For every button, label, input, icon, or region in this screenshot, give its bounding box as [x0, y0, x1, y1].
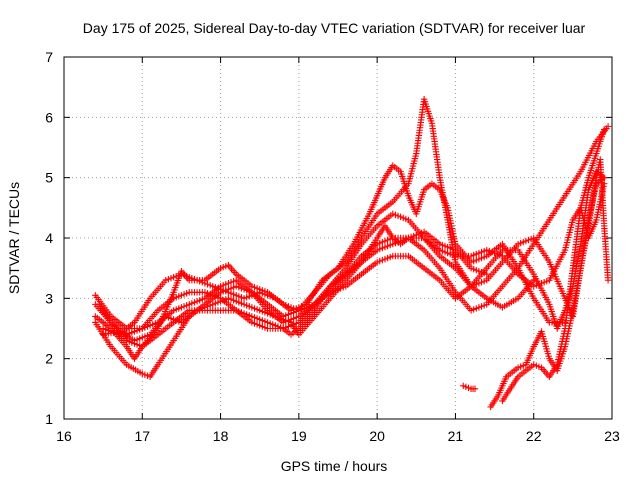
data-point-marker	[604, 123, 612, 130]
series-track-4	[96, 168, 608, 350]
data-point-marker	[530, 277, 537, 284]
x-tick-label: 20	[369, 428, 385, 444]
plot-frame	[63, 56, 613, 420]
y-tick-label: 4	[45, 230, 53, 246]
data-point-marker	[604, 277, 612, 284]
y-tick-label: 3	[45, 290, 53, 306]
data-point-marker	[600, 174, 608, 181]
y-tick-label: 1	[45, 411, 53, 427]
data-point-marker	[600, 180, 608, 187]
y-tick-label: 6	[45, 109, 53, 125]
data-point-marker	[600, 126, 608, 133]
series-track-7	[92, 210, 537, 362]
y-tick-label: 5	[45, 170, 53, 186]
x-tick-label: 19	[291, 428, 307, 444]
x-tick-label: 22	[526, 428, 542, 444]
series-track-2	[92, 96, 612, 380]
x-tick-label: 16	[56, 428, 72, 444]
x-tick-label: 17	[134, 428, 150, 444]
series-track-10	[499, 126, 608, 405]
data-series	[92, 96, 612, 411]
series-track-8	[460, 382, 479, 393]
y-axis-label: SDTVAR / TECUs	[6, 182, 22, 294]
x-tick-label: 18	[213, 428, 229, 444]
series-track-6	[99, 222, 490, 344]
chart-title: Day 175 of 2025, Sidereal Day-to-day VTE…	[83, 20, 586, 36]
series-track-5	[99, 162, 569, 338]
data-point-marker	[471, 385, 479, 393]
y-tick-label: 2	[45, 351, 53, 367]
x-axis-label: GPS time / hours	[281, 458, 388, 474]
x-tick-label: 21	[448, 428, 464, 444]
y-tick-label: 7	[45, 49, 53, 65]
data-point-marker	[483, 271, 490, 278]
x-tick-label: 23	[604, 428, 620, 444]
